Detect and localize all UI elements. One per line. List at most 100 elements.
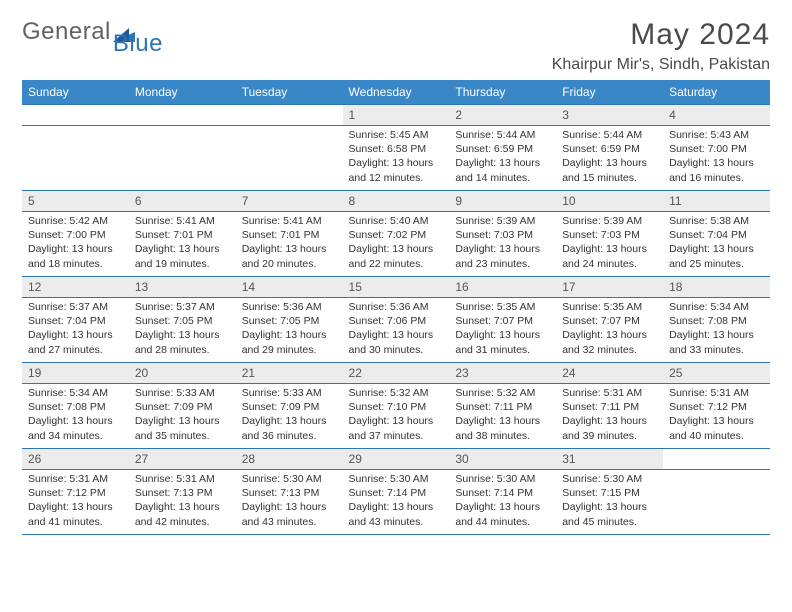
- day-data: Sunrise: 5:39 AMSunset: 7:03 PMDaylight:…: [449, 212, 556, 276]
- week-data-row: Sunrise: 5:31 AMSunset: 7:12 PMDaylight:…: [22, 470, 770, 535]
- sunrise-text: Sunrise: 5:37 AM: [28, 300, 123, 314]
- sunset-text: Sunset: 7:10 PM: [349, 400, 444, 414]
- daylight-line2: and 29 minutes.: [242, 343, 337, 357]
- day-data: Sunrise: 5:37 AMSunset: 7:04 PMDaylight:…: [22, 298, 129, 362]
- day-number: 22: [343, 363, 450, 383]
- sunrise-text: Sunrise: 5:32 AM: [455, 386, 550, 400]
- sunrise-text: Sunrise: 5:43 AM: [669, 128, 764, 142]
- daylight-line1: Daylight: 13 hours: [455, 328, 550, 342]
- day-data: Sunrise: 5:41 AMSunset: 7:01 PMDaylight:…: [236, 212, 343, 276]
- sunset-text: Sunset: 7:05 PM: [242, 314, 337, 328]
- sunrise-text: Sunrise: 5:32 AM: [349, 386, 444, 400]
- day-number: 18: [663, 277, 770, 297]
- day-data: Sunrise: 5:42 AMSunset: 7:00 PMDaylight:…: [22, 212, 129, 276]
- daylight-line2: and 23 minutes.: [455, 257, 550, 271]
- daylight-line2: and 30 minutes.: [349, 343, 444, 357]
- daylight-line1: Daylight: 13 hours: [242, 328, 337, 342]
- sunset-text: Sunset: 7:15 PM: [562, 486, 657, 500]
- day-number: 9: [449, 191, 556, 211]
- day-data: Sunrise: 5:41 AMSunset: 7:01 PMDaylight:…: [129, 212, 236, 276]
- sunset-text: Sunset: 6:59 PM: [562, 142, 657, 156]
- day-data: Sunrise: 5:30 AMSunset: 7:14 PMDaylight:…: [449, 470, 556, 534]
- day-data: [663, 470, 770, 534]
- daylight-line1: Daylight: 13 hours: [242, 500, 337, 514]
- day-data: Sunrise: 5:30 AMSunset: 7:13 PMDaylight:…: [236, 470, 343, 534]
- daylight-line1: Daylight: 13 hours: [242, 242, 337, 256]
- day-number: 4: [663, 105, 770, 125]
- daylight-line2: and 33 minutes.: [669, 343, 764, 357]
- month-title: May 2024: [552, 18, 770, 52]
- daylight-line2: and 32 minutes.: [562, 343, 657, 357]
- day-data: Sunrise: 5:44 AMSunset: 6:59 PMDaylight:…: [449, 126, 556, 190]
- sunset-text: Sunset: 7:05 PM: [135, 314, 230, 328]
- day-data: Sunrise: 5:33 AMSunset: 7:09 PMDaylight:…: [236, 384, 343, 448]
- day-number: 17: [556, 277, 663, 297]
- daylight-line2: and 37 minutes.: [349, 429, 444, 443]
- daylight-line1: Daylight: 13 hours: [135, 242, 230, 256]
- sunset-text: Sunset: 6:58 PM: [349, 142, 444, 156]
- day-data: Sunrise: 5:31 AMSunset: 7:12 PMDaylight:…: [663, 384, 770, 448]
- sunrise-text: Sunrise: 5:36 AM: [242, 300, 337, 314]
- sunrise-text: Sunrise: 5:30 AM: [562, 472, 657, 486]
- day-number: [129, 105, 236, 125]
- day-number: 1: [343, 105, 450, 125]
- brand-word-1: General: [22, 18, 111, 46]
- daylight-line1: Daylight: 13 hours: [135, 414, 230, 428]
- daylight-line2: and 19 minutes.: [135, 257, 230, 271]
- calendar-body: 1 23 4Sunrise: 5:45 AMSunset: 6:58 PMDayli…: [22, 105, 770, 535]
- daylight-line2: and 16 minutes.: [669, 171, 764, 185]
- day-data: Sunrise: 5:31 AMSunset: 7:12 PMDaylight:…: [22, 470, 129, 534]
- day-number: 26: [22, 449, 129, 469]
- sunset-text: Sunset: 7:01 PM: [135, 228, 230, 242]
- sunset-text: Sunset: 7:11 PM: [562, 400, 657, 414]
- location: Khairpur Mir's, Sindh, Pakistan: [552, 56, 770, 74]
- day-number: 6: [129, 191, 236, 211]
- daylight-line1: Daylight: 13 hours: [28, 414, 123, 428]
- daylight-line2: and 42 minutes.: [135, 515, 230, 529]
- day-data: [236, 126, 343, 190]
- daylight-line2: and 38 minutes.: [455, 429, 550, 443]
- daylight-line2: and 12 minutes.: [349, 171, 444, 185]
- daylight-line2: and 36 minutes.: [242, 429, 337, 443]
- day-number: 3: [556, 105, 663, 125]
- daylight-line1: Daylight: 13 hours: [455, 242, 550, 256]
- sunrise-text: Sunrise: 5:30 AM: [349, 472, 444, 486]
- sunset-text: Sunset: 7:13 PM: [242, 486, 337, 500]
- daylight-line1: Daylight: 13 hours: [349, 414, 444, 428]
- week-data-row: Sunrise: 5:45 AMSunset: 6:58 PMDaylight:…: [22, 126, 770, 191]
- sunrise-text: Sunrise: 5:41 AM: [135, 214, 230, 228]
- day-number: [663, 449, 770, 469]
- day-number: 31: [556, 449, 663, 469]
- daylight-line1: Daylight: 13 hours: [562, 156, 657, 170]
- week-data-row: Sunrise: 5:42 AMSunset: 7:00 PMDaylight:…: [22, 212, 770, 277]
- sunrise-text: Sunrise: 5:33 AM: [135, 386, 230, 400]
- day-number: 7: [236, 191, 343, 211]
- sunrise-text: Sunrise: 5:34 AM: [669, 300, 764, 314]
- day-data: Sunrise: 5:30 AMSunset: 7:14 PMDaylight:…: [343, 470, 450, 534]
- title-block: May 2024 Khairpur Mir's, Sindh, Pakistan: [552, 18, 770, 74]
- sunset-text: Sunset: 7:07 PM: [562, 314, 657, 328]
- brand-logo: General Blue: [22, 18, 185, 46]
- sunset-text: Sunset: 7:12 PM: [28, 486, 123, 500]
- daylight-line2: and 31 minutes.: [455, 343, 550, 357]
- day-number: 25: [663, 363, 770, 383]
- sunset-text: Sunset: 7:14 PM: [455, 486, 550, 500]
- sunset-text: Sunset: 7:04 PM: [28, 314, 123, 328]
- daylight-line2: and 43 minutes.: [242, 515, 337, 529]
- day-number: 23: [449, 363, 556, 383]
- daylight-line2: and 14 minutes.: [455, 171, 550, 185]
- day-number: 24: [556, 363, 663, 383]
- daylight-line2: and 35 minutes.: [135, 429, 230, 443]
- week-data-row: Sunrise: 5:37 AMSunset: 7:04 PM Daylight:…: [22, 298, 770, 363]
- day-number: 16: [449, 277, 556, 297]
- day-data: Sunrise: 5:36 AMSunset: 7:06 PMDaylight:…: [343, 298, 450, 362]
- sunset-text: Sunset: 7:12 PM: [669, 400, 764, 414]
- daylight-line1: Daylight: 13 hours: [242, 414, 337, 428]
- sunset-text: Sunset: 7:06 PM: [349, 314, 444, 328]
- daylight-line1: Daylight: 13 hours: [349, 156, 444, 170]
- daylight-line1: Daylight: 13 hours: [135, 500, 230, 514]
- day-data: Sunrise: 5:34 AMSunset: 7:08 PMDaylight:…: [663, 298, 770, 362]
- daylight-line2: and 39 minutes.: [562, 429, 657, 443]
- sunrise-text: Sunrise: 5:35 AM: [455, 300, 550, 314]
- day-number: [236, 105, 343, 125]
